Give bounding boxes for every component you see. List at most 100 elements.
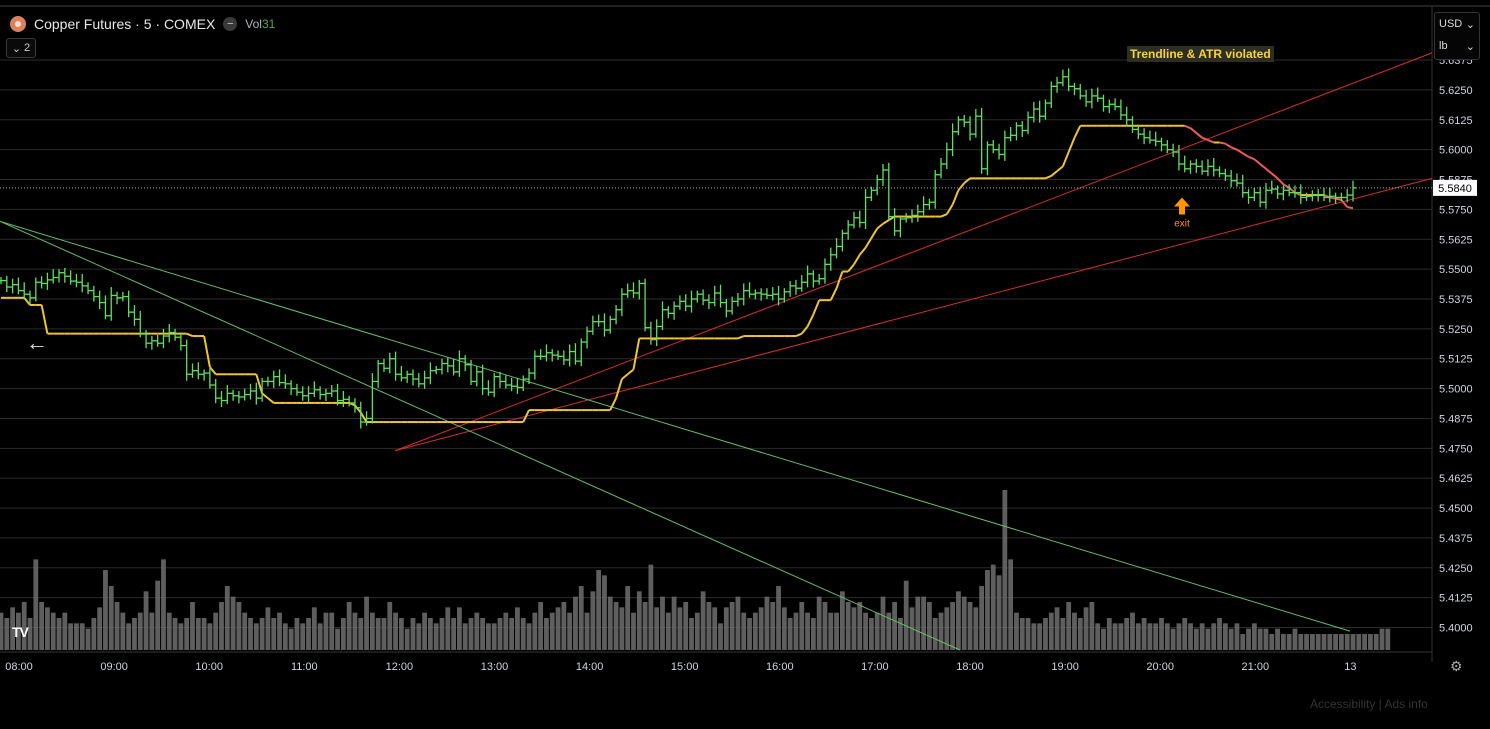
volume-bar [393,612,398,650]
red-trendline-shallow [394,177,1433,452]
volume-bar [16,612,21,650]
volume-bar [1043,618,1048,650]
volume-bar [648,564,654,650]
atr-segment [359,411,368,423]
volume-bar [793,612,799,650]
volume-bar [590,591,596,650]
volume-bar [236,602,242,650]
volume-bar [1101,628,1106,650]
atr-segment [632,338,641,370]
atr-segment [1189,127,1197,134]
volume-bar [207,623,213,650]
volume-bar [68,623,74,650]
volume-bar [404,628,410,650]
volume-bar [155,580,161,650]
atr-segment [847,263,855,273]
volume-legend[interactable]: Vol31 [245,17,275,31]
volume-bar [85,628,91,650]
x-tick-label: 21:00 [1242,661,1270,673]
volume-bar [503,612,509,650]
volume-bar [927,602,932,650]
settings-gear-icon[interactable]: ⚙ [1450,658,1463,674]
volume-bar [1275,628,1280,650]
volume-bar [1159,618,1164,650]
y-tick-label: 5.4750 [1439,443,1473,455]
atr-segment [1201,136,1209,142]
volume-bar [758,607,764,650]
y-tick-label: 5.5125 [1439,354,1473,366]
volume-bar [752,612,758,650]
volume-bar [1280,634,1286,650]
volume-bar [195,618,201,650]
volume-bar [1327,634,1333,650]
atr-segment [621,373,629,380]
volume-bar [515,607,520,650]
atr-segment [1230,146,1238,151]
y-tick-label: 5.5000 [1439,384,1473,396]
volume-bar [451,618,457,650]
atr-segment [812,299,821,315]
back-arrow-icon[interactable]: ← [26,330,48,355]
volume-bar [1217,618,1222,650]
volume-bar [1228,628,1234,650]
volume-bar [607,596,613,650]
symbol-title[interactable]: Copper Futures · 5 · COMEX [34,16,216,32]
volume-bar [915,596,921,650]
currency-dropdown[interactable]: USD ⌄ [1435,13,1479,35]
volume-bar [880,596,886,650]
atr-segment [829,287,838,301]
volume-bar [50,612,56,650]
tradingview-logo-icon[interactable]: TV [12,624,29,640]
volume-bar [764,596,770,650]
volume-bar [474,612,480,650]
atr-segment [1335,197,1342,201]
volume-bar [132,618,137,650]
atr-segment [203,335,211,368]
volume-bar [1002,490,1008,650]
collapse-indicators-button[interactable]: ⌄ 2 [6,38,36,58]
volume-bar [1385,628,1391,650]
volume-bar [996,575,1002,650]
volume-bar [979,586,985,650]
volume-bar [741,612,747,650]
volume-bar [654,607,660,650]
atr-segment [354,404,362,414]
x-tick-label: 14:00 [576,661,604,673]
volume-bar [1234,623,1240,650]
atr-segment [882,219,890,225]
volume-bar [787,618,793,650]
atr-segment [859,246,867,256]
atr-segment [800,325,809,335]
currency-unit-selector[interactable]: USD ⌄ lb ⌄ [1434,12,1480,60]
volume-bar [1188,623,1193,650]
volume-bar [387,602,393,650]
chart-annotation[interactable]: Trendline & ATR violated [1127,46,1274,62]
unit-dropdown[interactable]: lb ⌄ [1435,35,1479,57]
volume-bar [103,570,108,650]
atr-segment [1061,151,1070,167]
volume-bar [91,618,97,650]
volume-bar [776,586,781,650]
atr-segment [864,237,873,249]
last-price-badge [1433,179,1477,196]
hide-indicator-icon[interactable]: − [223,17,238,31]
volume-bar [1153,623,1159,650]
volume-bar [497,618,503,650]
volume-bar [1251,623,1257,650]
volume-bar [21,602,27,650]
volume-bar [184,618,190,650]
volume-bar [683,602,689,650]
volume-bar [694,612,700,650]
atr-segment [1259,163,1267,170]
atr-segment [1340,199,1348,208]
volume-bar [97,607,103,650]
x-tick-label: 09:00 [100,661,128,673]
volume-bar [619,607,625,650]
volume-bar [1176,623,1182,650]
volume-bar [1118,623,1124,650]
volume-bar [602,575,607,650]
volume-bar [1060,618,1066,650]
volume-bar [213,612,219,650]
atr-segment [1265,167,1273,175]
